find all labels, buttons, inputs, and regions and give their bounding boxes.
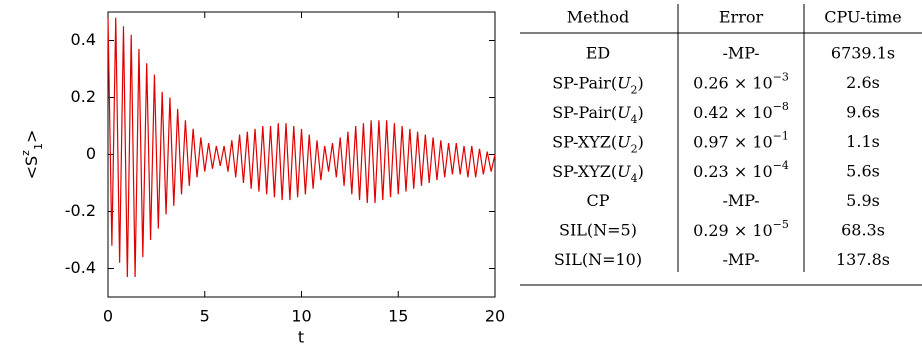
x-axis-label: t [298, 328, 304, 347]
text-part: U [617, 162, 631, 181]
text-part: 4 [631, 172, 638, 185]
y-tick-label: 0.2 [71, 87, 96, 106]
table-cell: 137.8s [836, 250, 890, 269]
text-part: −4 [773, 159, 789, 172]
y-tick-label: -0.2 [65, 201, 96, 220]
text-part: <S [22, 156, 41, 180]
text-part: 0.23 × 10 [693, 162, 773, 181]
table-cell: 6739.1s [831, 44, 895, 63]
text-part: −3 [773, 70, 789, 83]
table-cell: SIL(N=5) [559, 221, 637, 240]
text-part: −5 [773, 218, 789, 231]
data-line [107, 17, 496, 278]
x-tick-label: 10 [291, 307, 311, 326]
table-cell: SIL(N=10) [554, 250, 642, 269]
table-cell: ED [586, 44, 611, 63]
x-tick-label: 15 [388, 307, 408, 326]
table-cell: CPU-time [824, 8, 902, 27]
x-tick-label: 0 [103, 307, 113, 326]
table-cell: -MP- [722, 44, 759, 63]
text-part: U [617, 73, 631, 92]
text-part: 0.42 × 10 [693, 103, 773, 122]
table-cell: 1.1s [846, 132, 880, 151]
text-part: 1 [32, 143, 45, 150]
text-part: 0.97 × 10 [693, 132, 773, 151]
y-tick-label: 0 [86, 144, 96, 163]
text-part: ) [638, 162, 644, 181]
x-tick-label: 20 [485, 307, 505, 326]
table-cell: 0.23 × 10−4 [693, 159, 789, 181]
table-cell: Error [719, 8, 764, 27]
table-cell: 5.6s [846, 162, 880, 181]
table-cell: 68.3s [841, 221, 885, 240]
table-cell: 0.26 × 10−3 [693, 70, 789, 92]
text-part: SP-XYZ( [552, 162, 617, 181]
table-cell: 5.9s [846, 191, 880, 210]
text-part: 4 [631, 113, 638, 126]
text-part: 2 [631, 142, 638, 155]
plot-frame [107, 11, 496, 298]
text-part: SP-XYZ( [552, 132, 617, 151]
table-cell: -MP- [722, 250, 759, 269]
table-cell: -MP- [722, 191, 759, 210]
text-part: z [19, 150, 32, 156]
text-part: ) [638, 73, 644, 92]
text-part: −8 [773, 100, 789, 113]
text-part: 2 [631, 83, 638, 96]
text-part: 0.29 × 10 [693, 221, 773, 240]
text-part: −1 [773, 129, 789, 142]
table-cell: 0.97 × 10−1 [693, 129, 789, 151]
text-part: SP-Pair( [552, 103, 617, 122]
text-part: 0.26 × 10 [693, 73, 773, 92]
table-cell: 9.6s [846, 103, 880, 122]
table-cell: CP [586, 191, 609, 210]
y-axis-label: <Sz1> [19, 130, 45, 180]
table-cell: 2.6s [846, 73, 880, 92]
text-part: ) [638, 132, 644, 151]
text-part: SP-Pair( [552, 73, 617, 92]
x-tick-label: 5 [200, 307, 210, 326]
text-part: > [22, 130, 41, 143]
table-cell: SP-Pair(U2) [552, 73, 644, 96]
table-cell: SP-XYZ(U2) [552, 132, 644, 155]
text-part: ) [638, 103, 644, 122]
table-cell: SP-XYZ(U4) [552, 162, 644, 185]
text-part: U [617, 103, 631, 122]
y-tick-label: 0.4 [71, 30, 96, 49]
table-cell: Method [567, 8, 629, 27]
text-part: U [617, 132, 631, 151]
table-cell: SP-Pair(U4) [552, 103, 644, 126]
table-cell: 0.42 × 10−8 [693, 100, 789, 122]
y-tick-label: -0.4 [65, 258, 96, 277]
table-cell: 0.29 × 10−5 [693, 218, 789, 240]
